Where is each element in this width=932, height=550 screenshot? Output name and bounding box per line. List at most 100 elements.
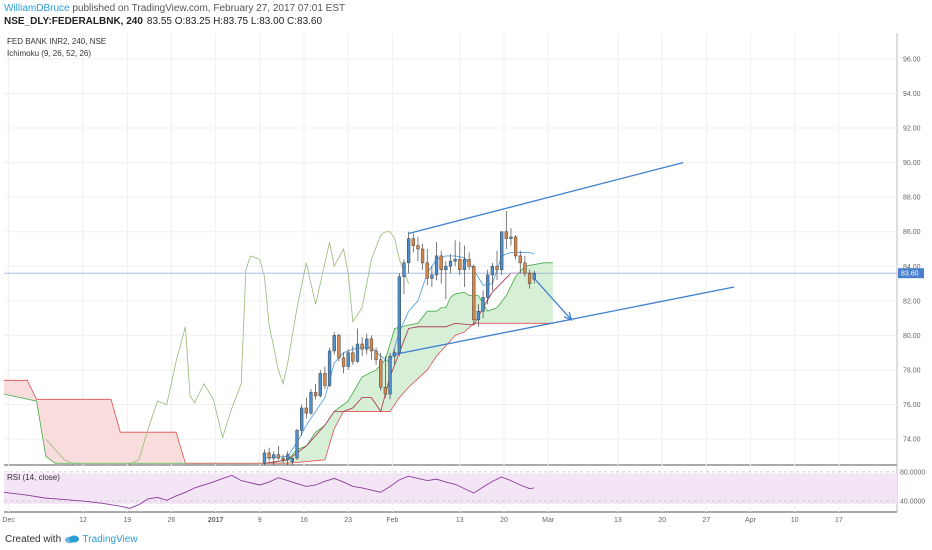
candle [416, 236, 420, 262]
price-tick-label: 92.00 [903, 126, 921, 133]
candle [476, 304, 481, 327]
candle-body [281, 457, 285, 461]
candle [453, 240, 457, 267]
candle [388, 352, 392, 400]
time-tick-label: Dec [2, 517, 15, 524]
created-with: Created with TradingView [5, 534, 138, 545]
trendline-arrow [533, 277, 572, 321]
candle-body [351, 352, 355, 362]
senkou-span-b [4, 322, 553, 464]
candle-body [406, 238, 411, 264]
candle [355, 328, 360, 364]
candle-body [313, 392, 318, 397]
candle-body [300, 407, 304, 431]
price-tick-label: 80.00 [903, 333, 921, 340]
footer: Created with TradingView [0, 528, 932, 550]
candle [458, 242, 462, 275]
candle-body [444, 266, 448, 270]
price-tick-label: 96.00 [903, 56, 921, 63]
time-tick-label: Feb [386, 517, 398, 524]
candle-body [304, 407, 308, 414]
candle-body [518, 255, 522, 264]
candle-body [481, 297, 485, 312]
tenkan-sen [264, 252, 535, 459]
time-tick-label: 9 [258, 517, 262, 524]
candle [444, 261, 448, 300]
candle-body [374, 350, 378, 360]
candle-body [416, 245, 420, 250]
candle-body [397, 276, 401, 353]
tradingview-brand[interactable]: TradingView [82, 534, 138, 545]
time-tick-label: Mar [542, 517, 555, 524]
candle [490, 262, 495, 291]
candle-body [523, 262, 527, 274]
publish-text: published on TradingView.com, February 2… [69, 3, 346, 14]
candle [425, 249, 429, 286]
candle-body [476, 310, 481, 321]
candle-body [341, 357, 346, 367]
indicator-legend: Ichimoku (9, 26, 52, 26) [7, 49, 91, 58]
candle-body [448, 260, 453, 267]
cloud-bullish [185, 262, 553, 464]
candle [351, 345, 355, 365]
candle-body [453, 259, 457, 262]
time-tick-label: 13 [456, 517, 464, 524]
cloud-bearish [4, 380, 184, 464]
candle-body [295, 430, 299, 459]
candle-body [355, 343, 360, 362]
main-legend: FED BANK INR2, 240, NSE [7, 37, 106, 46]
candle [472, 264, 476, 326]
price-chart[interactable]: 74.00 76.00 78.00 80.00 82.00 84.00 86.00 88.00… [0, 0, 932, 528]
time-tick-label: 2017 [208, 517, 224, 524]
candle [481, 290, 485, 319]
candle-body [513, 236, 518, 257]
candle-body [332, 335, 336, 352]
time-tick-label: 16 [300, 517, 308, 524]
publish-info: WilliamDBruce published on TradingView.c… [4, 3, 345, 14]
time-tick-label: 23 [344, 517, 352, 524]
candle-body [504, 231, 508, 239]
rsi-pane [3, 471, 897, 509]
chart-header: WilliamDBruce published on TradingView.c… [0, 0, 932, 30]
candle-body [337, 335, 341, 359]
candle-body [425, 262, 429, 279]
rsi-band [4, 473, 897, 504]
candle [439, 250, 443, 284]
candle [346, 349, 350, 370]
price-tick-label: 74.00 [903, 437, 921, 444]
candle-body [458, 259, 462, 270]
candle-body [369, 338, 374, 352]
candle-body [509, 236, 513, 239]
rsi-tick-label: 80.0000 [900, 469, 925, 476]
candle-body [420, 248, 425, 264]
candle-body [527, 272, 532, 284]
rsi-tick-label: 40.0000 [900, 499, 925, 506]
candle-body [267, 452, 271, 459]
candle [420, 243, 425, 270]
chikou-span [45, 231, 410, 465]
time-tick-label: 12 [79, 517, 87, 524]
price-tick-label: 86.00 [903, 229, 921, 236]
candle [504, 210, 508, 249]
candle [341, 352, 346, 374]
legend: FED BANK INR2, 240, NSE Ichimoku (9, 26,… [7, 37, 106, 482]
price-tick-label: 94.00 [903, 91, 921, 98]
candle [369, 335, 374, 360]
symbol-name: NSE_DLY:FEDERALBNK, 240 [4, 16, 143, 27]
candle-body [383, 386, 388, 395]
candle-body [472, 266, 476, 321]
candle-body [286, 454, 290, 461]
candle [379, 352, 383, 391]
candle-body [272, 454, 276, 459]
candle [300, 404, 304, 436]
price-tick-label: 82.00 [903, 298, 921, 305]
axes: 74.00 76.00 78.00 80.00 82.00 84.00 86.00 88.00… [2, 56, 925, 524]
candle [332, 331, 336, 355]
candle [486, 269, 490, 305]
candle [337, 333, 341, 362]
time-tick-label: Apr [745, 517, 757, 524]
last-price-label: 83.60 [901, 271, 919, 278]
created-with-text: Created with [5, 534, 62, 545]
candle-body [346, 352, 350, 367]
author-link[interactable]: WilliamDBruce [4, 3, 70, 14]
